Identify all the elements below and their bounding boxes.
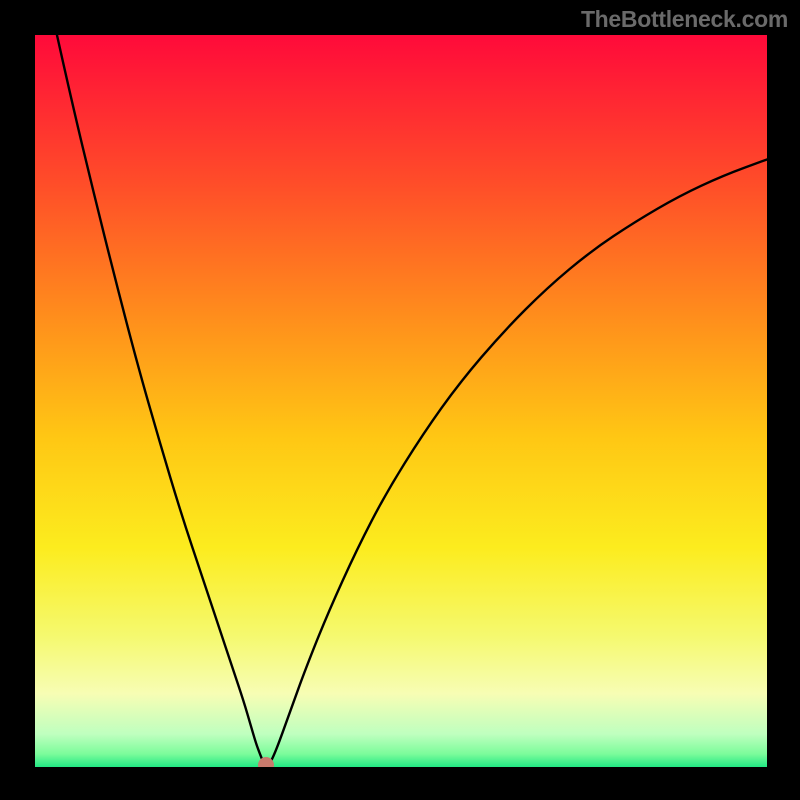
plot-area (35, 35, 767, 767)
plot-svg (35, 35, 767, 767)
gradient-background (35, 35, 767, 767)
minimum-marker (258, 757, 274, 767)
watermark-text: TheBottleneck.com (581, 6, 788, 33)
